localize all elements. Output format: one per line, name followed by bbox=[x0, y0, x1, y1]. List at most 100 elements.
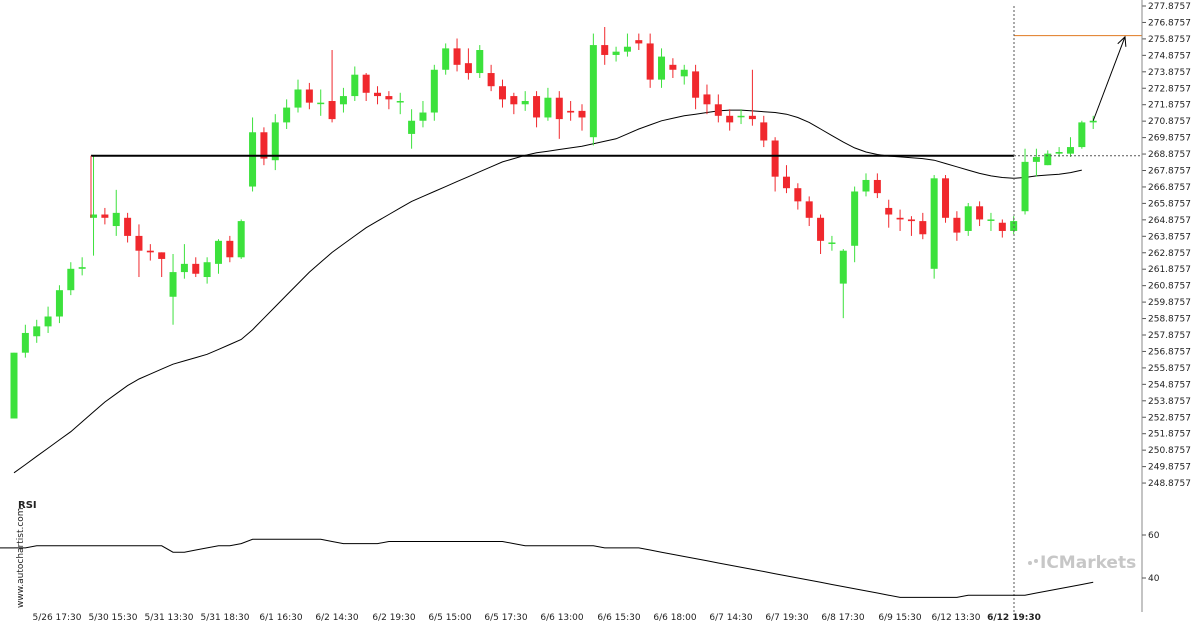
candle-down bbox=[805, 201, 813, 218]
candle-down bbox=[635, 40, 643, 44]
candle-down bbox=[464, 63, 472, 74]
candle-up bbox=[851, 191, 859, 246]
candle-down bbox=[453, 48, 461, 65]
candle-up bbox=[442, 48, 450, 70]
y-tick-label: 277.8757 bbox=[1148, 2, 1191, 12]
candle-up bbox=[271, 122, 279, 161]
x-tick-label: 6/6 15:30 bbox=[597, 613, 641, 623]
y-tick-label: 262.8757 bbox=[1148, 249, 1191, 259]
x-tick-label: 6/9 15:30 bbox=[878, 613, 922, 623]
y-tick-label: 266.8757 bbox=[1148, 183, 1191, 193]
candle-up bbox=[396, 101, 404, 103]
y-tick-label: 263.8757 bbox=[1148, 232, 1191, 242]
x-tick-label: 6/12 13:30 bbox=[931, 613, 980, 623]
y-tick-label: 256.8757 bbox=[1148, 347, 1191, 357]
candle-down bbox=[771, 140, 779, 177]
candle-up bbox=[33, 326, 41, 337]
y-tick-label: 271.8757 bbox=[1148, 101, 1191, 111]
y-tick-label: 259.8757 bbox=[1148, 298, 1191, 308]
y-tick-label: 249.8757 bbox=[1148, 463, 1191, 473]
candle-up bbox=[612, 51, 620, 55]
candle-down bbox=[953, 217, 961, 233]
x-tick-label: 6/5 17:30 bbox=[484, 613, 528, 623]
candle-down bbox=[498, 86, 506, 100]
candle-up bbox=[476, 50, 484, 74]
y-tick-label: 252.8757 bbox=[1148, 413, 1191, 423]
candle-up bbox=[964, 206, 972, 231]
candle-down bbox=[362, 74, 370, 93]
candle-up bbox=[623, 46, 631, 52]
moving-average-line bbox=[13, 109, 1082, 474]
x-tick-label: 6/7 14:30 bbox=[709, 613, 753, 623]
candle-up bbox=[1044, 153, 1052, 166]
candle-up bbox=[589, 45, 597, 138]
candle-down bbox=[192, 263, 200, 274]
candle-down bbox=[782, 176, 790, 189]
brand-name: ICMarkets bbox=[1040, 553, 1136, 573]
candle-down bbox=[942, 178, 950, 218]
y-tick-label: 248.8757 bbox=[1148, 479, 1191, 489]
rsi-title: RSI bbox=[18, 500, 37, 511]
candle-up bbox=[339, 96, 347, 105]
candle-down bbox=[374, 92, 382, 97]
candle-down bbox=[669, 64, 677, 70]
x-tick-label: 5/26 17:30 bbox=[32, 613, 81, 623]
candle-up bbox=[987, 219, 995, 221]
y-tick-label: 251.8757 bbox=[1148, 430, 1191, 440]
candle-down bbox=[714, 104, 722, 116]
candle-up bbox=[419, 112, 427, 121]
candle-up bbox=[78, 267, 86, 269]
candle-up bbox=[521, 101, 529, 105]
candle-up bbox=[294, 89, 302, 108]
candle-up bbox=[351, 74, 359, 97]
candle-down bbox=[260, 132, 268, 159]
candle-down bbox=[907, 219, 915, 222]
y-tick-label: 257.8757 bbox=[1148, 331, 1191, 341]
candle-up bbox=[237, 221, 245, 258]
candle-down bbox=[896, 217, 904, 220]
candle-up bbox=[44, 316, 52, 327]
y-tick-label: 274.8757 bbox=[1148, 51, 1191, 61]
candle-up bbox=[55, 290, 63, 317]
candle-up bbox=[90, 214, 98, 218]
y-tick-label: 268.8757 bbox=[1148, 150, 1191, 160]
x-tick-label: 6/7 19:30 bbox=[765, 613, 809, 623]
candle-up bbox=[112, 212, 120, 227]
candle-up bbox=[680, 69, 688, 77]
projection-arrow-head bbox=[1117, 35, 1127, 47]
y-tick-label: 273.8757 bbox=[1148, 68, 1191, 78]
candle-down bbox=[328, 101, 336, 120]
y-tick-label: 258.8757 bbox=[1148, 315, 1191, 325]
candle-down bbox=[158, 252, 166, 259]
x-tick-label: 6/5 15:00 bbox=[428, 613, 472, 623]
x-tick-label: 6/8 17:30 bbox=[821, 613, 865, 623]
candle-down bbox=[748, 115, 756, 120]
x-tick-label: 6/1 16:30 bbox=[259, 613, 303, 623]
candle-down bbox=[646, 43, 654, 80]
x-tick-label: 6/6 18:00 bbox=[653, 613, 697, 623]
x-tick-label: 6/12 19:30 bbox=[987, 613, 1041, 623]
rsi-tick-label: 60 bbox=[1148, 531, 1160, 541]
candle-up bbox=[67, 268, 75, 291]
x-tick-label: 6/2 14:30 bbox=[315, 613, 359, 623]
candle-up bbox=[1032, 156, 1040, 162]
candle-up bbox=[737, 115, 745, 118]
candle-down bbox=[567, 110, 575, 113]
y-tick-label: 272.8757 bbox=[1148, 84, 1191, 94]
y-tick-label: 275.8757 bbox=[1148, 35, 1191, 45]
candle-up bbox=[862, 179, 870, 192]
candle-down bbox=[794, 188, 802, 202]
candle-up bbox=[249, 132, 257, 187]
rsi-line bbox=[14, 538, 1094, 598]
candle-up bbox=[839, 250, 847, 284]
candle-up bbox=[214, 240, 222, 264]
candle-down bbox=[555, 97, 563, 120]
candle-down bbox=[760, 122, 768, 141]
candle-down bbox=[385, 96, 393, 100]
candle-down bbox=[487, 73, 495, 87]
candle-down bbox=[998, 222, 1006, 231]
site-credit: www.autochartist.com bbox=[16, 507, 26, 608]
y-tick-label: 255.8757 bbox=[1148, 364, 1191, 374]
